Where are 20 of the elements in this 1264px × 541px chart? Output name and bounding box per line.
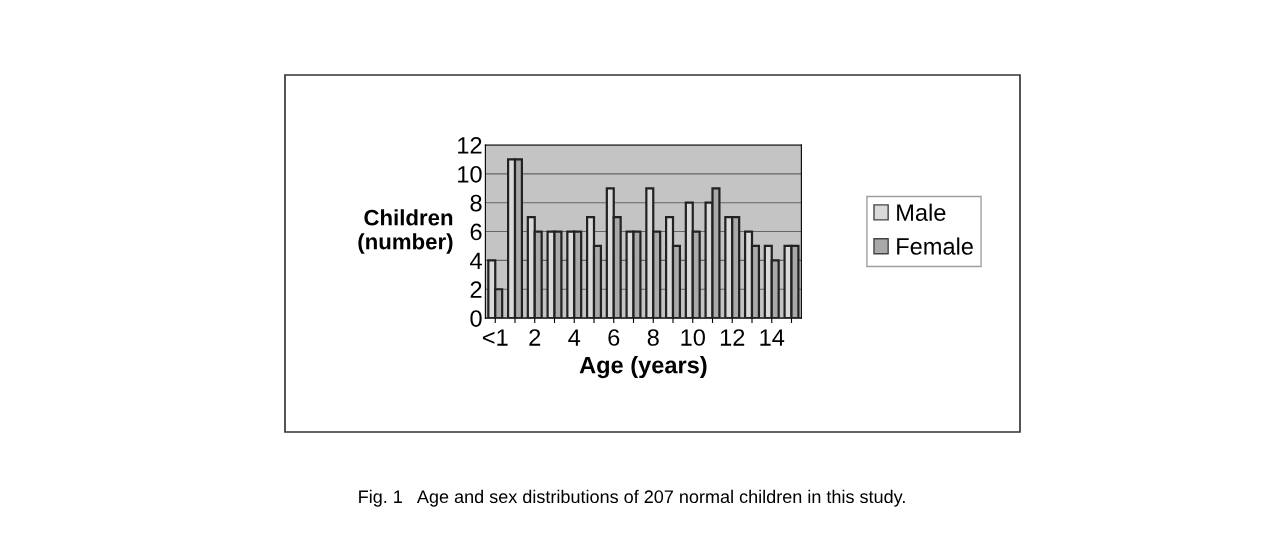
x-axis-title: Age (years) — [579, 356, 707, 379]
legend-label: Female — [897, 237, 973, 255]
x-tick-label: 10 — [681, 329, 705, 346]
x-tick-label: 2 — [529, 329, 541, 346]
y-tick-label: 0 — [470, 310, 482, 327]
x-tick-label: 6 — [608, 329, 620, 346]
x-tick-label: 12 — [720, 329, 745, 346]
y-tick-label: 12 — [458, 137, 482, 154]
y-tick-label: 6 — [470, 223, 482, 241]
x-tick-label: 4 — [568, 329, 581, 346]
x-tick-label: <1 — [482, 329, 508, 346]
x-tick-label: 14 — [760, 329, 785, 346]
y-tick-label: 4 — [470, 252, 482, 269]
legend-label: Male — [897, 203, 946, 221]
x-tick-label: 8 — [647, 329, 659, 346]
y-tick-label: 2 — [470, 281, 482, 298]
y-tick-label: 10 — [458, 165, 482, 183]
y-tick-label: 8 — [470, 194, 482, 212]
y-axis-title: Children (number) — [358, 209, 453, 254]
caption: Fig. 1 Age and sex distributions of 207 normal children in this study. — [359, 489, 905, 507]
